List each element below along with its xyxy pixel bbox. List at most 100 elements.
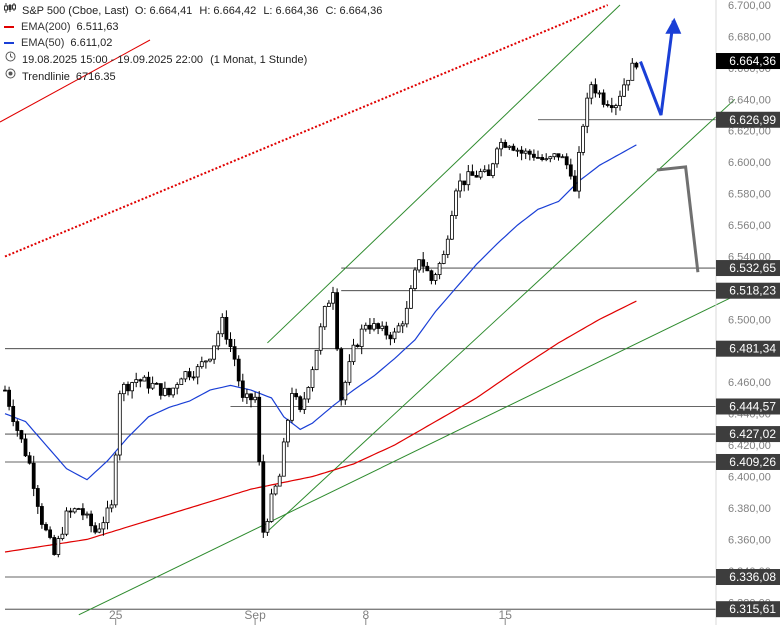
candle-body	[564, 156, 569, 166]
candle-body	[158, 383, 163, 396]
candle-body	[60, 533, 65, 539]
close-value: C: 6.664,36	[325, 5, 383, 17]
ema200-swatch	[4, 26, 14, 28]
legend-trendline-row[interactable]: Trendlinie 6716.35	[4, 68, 386, 85]
candle-body	[519, 149, 524, 154]
candle-body	[171, 387, 176, 396]
candle-body	[126, 383, 130, 392]
candle-body	[536, 156, 540, 159]
open-value: O: 6.664,41	[134, 5, 193, 17]
high-value: H: 6.664,42	[199, 5, 257, 17]
candle-body	[19, 430, 24, 440]
candle-body	[351, 344, 356, 363]
legend-ema200-row[interactable]: EMA(200) 6.511,63	[4, 19, 386, 35]
candle-body	[421, 259, 426, 267]
candle-body	[384, 325, 389, 336]
candle-body	[183, 371, 188, 380]
candle-body	[417, 259, 422, 271]
candle-body	[404, 307, 409, 325]
candle-body	[7, 389, 11, 407]
trendline-dotted	[4, 4, 609, 258]
candle-body	[326, 302, 331, 307]
candle-body	[52, 537, 57, 555]
x-tick-label: 25	[109, 608, 123, 622]
candle-body	[179, 378, 184, 385]
candle-body	[359, 328, 364, 347]
legend-range-row: 19.08.2025 15:00 - 19.09.2025 22:00 (1 M…	[4, 51, 386, 68]
level-label: 6.532,65	[729, 261, 776, 275]
y-tick-label: 6.560,00	[728, 220, 771, 232]
trendline-label: Trendlinie	[22, 70, 70, 83]
candle-body	[478, 171, 483, 178]
candle-body	[495, 148, 499, 165]
candle-body	[117, 393, 122, 456]
candle-body	[622, 84, 626, 97]
level-label-box	[716, 282, 780, 299]
candle-body	[269, 493, 274, 522]
ohlc-values: O: 6.664,41 H: 6.664,42 L: 6.664,36 C: 6…	[135, 3, 387, 19]
candle-body	[212, 345, 217, 360]
candle-body	[634, 62, 639, 68]
candle-body	[44, 524, 48, 531]
candle-body	[154, 382, 159, 385]
candle-body	[626, 79, 631, 86]
candle-body	[187, 371, 192, 378]
y-tick-label: 6.400,00	[728, 472, 771, 484]
candle-body	[568, 164, 573, 177]
candle-body	[48, 529, 52, 538]
time-axis: 25 Sep 8 15	[109, 608, 512, 625]
candle-body	[376, 323, 381, 329]
x-tick-label: 15	[499, 608, 513, 622]
candle-body	[601, 92, 606, 105]
candle-body	[425, 265, 430, 272]
candle-body	[122, 383, 126, 395]
y-tick-label: 6.380,00	[728, 503, 771, 515]
candle-body	[281, 441, 286, 477]
candle-body	[618, 95, 622, 107]
candle-body	[486, 169, 491, 177]
candle-body	[490, 163, 495, 177]
date-range: 19.08.2025 15:00 - 19.09.2025 22:00	[22, 53, 204, 66]
candle-body	[605, 104, 610, 106]
legend-ema50-row[interactable]: EMA(50) 6.611,02	[4, 35, 386, 51]
projection-up-arrowhead	[665, 17, 682, 34]
candle-body	[224, 316, 229, 340]
candle-body	[15, 421, 20, 431]
level-label: 6.409,26	[729, 455, 776, 469]
candle-body	[294, 393, 299, 398]
candle-body	[130, 382, 135, 392]
candle-body	[298, 396, 303, 410]
candle-body	[343, 381, 348, 401]
clock-icon	[4, 51, 16, 68]
candle-body	[175, 384, 180, 389]
y-tick-label: 6.580,00	[728, 189, 771, 201]
y-tick-label: 6.620,00	[728, 126, 771, 138]
candle-body	[199, 361, 204, 368]
candle-body	[85, 513, 89, 516]
level-label-box	[716, 569, 780, 586]
candle-body	[527, 150, 532, 155]
x-tick-label: 8	[362, 608, 369, 622]
candle-body	[195, 366, 200, 378]
candle-body	[363, 324, 368, 330]
level-label-box	[716, 260, 780, 277]
candle-body	[142, 376, 147, 382]
candle-body	[318, 326, 323, 351]
candle-body	[429, 270, 434, 281]
candle-body	[597, 92, 602, 95]
price-axis: 6.700,006.680,006.660,006.640,006.620,00…	[715, 0, 780, 625]
candle-body	[372, 323, 376, 330]
chart-legend: S&P 500 (Cboe, Last) O: 6.664,41 H: 6.66…	[4, 3, 386, 85]
candle-body	[228, 338, 233, 348]
candle-body	[314, 349, 319, 371]
level-label-box	[716, 340, 780, 357]
trendline-solid	[0, 39, 151, 123]
candle-body	[240, 380, 245, 398]
candle-body	[138, 379, 143, 382]
level-label: 6.315,61	[729, 602, 776, 616]
candle-body	[3, 389, 7, 392]
candle-body	[339, 348, 344, 401]
candle-body	[355, 344, 360, 347]
candle-body	[109, 504, 114, 509]
